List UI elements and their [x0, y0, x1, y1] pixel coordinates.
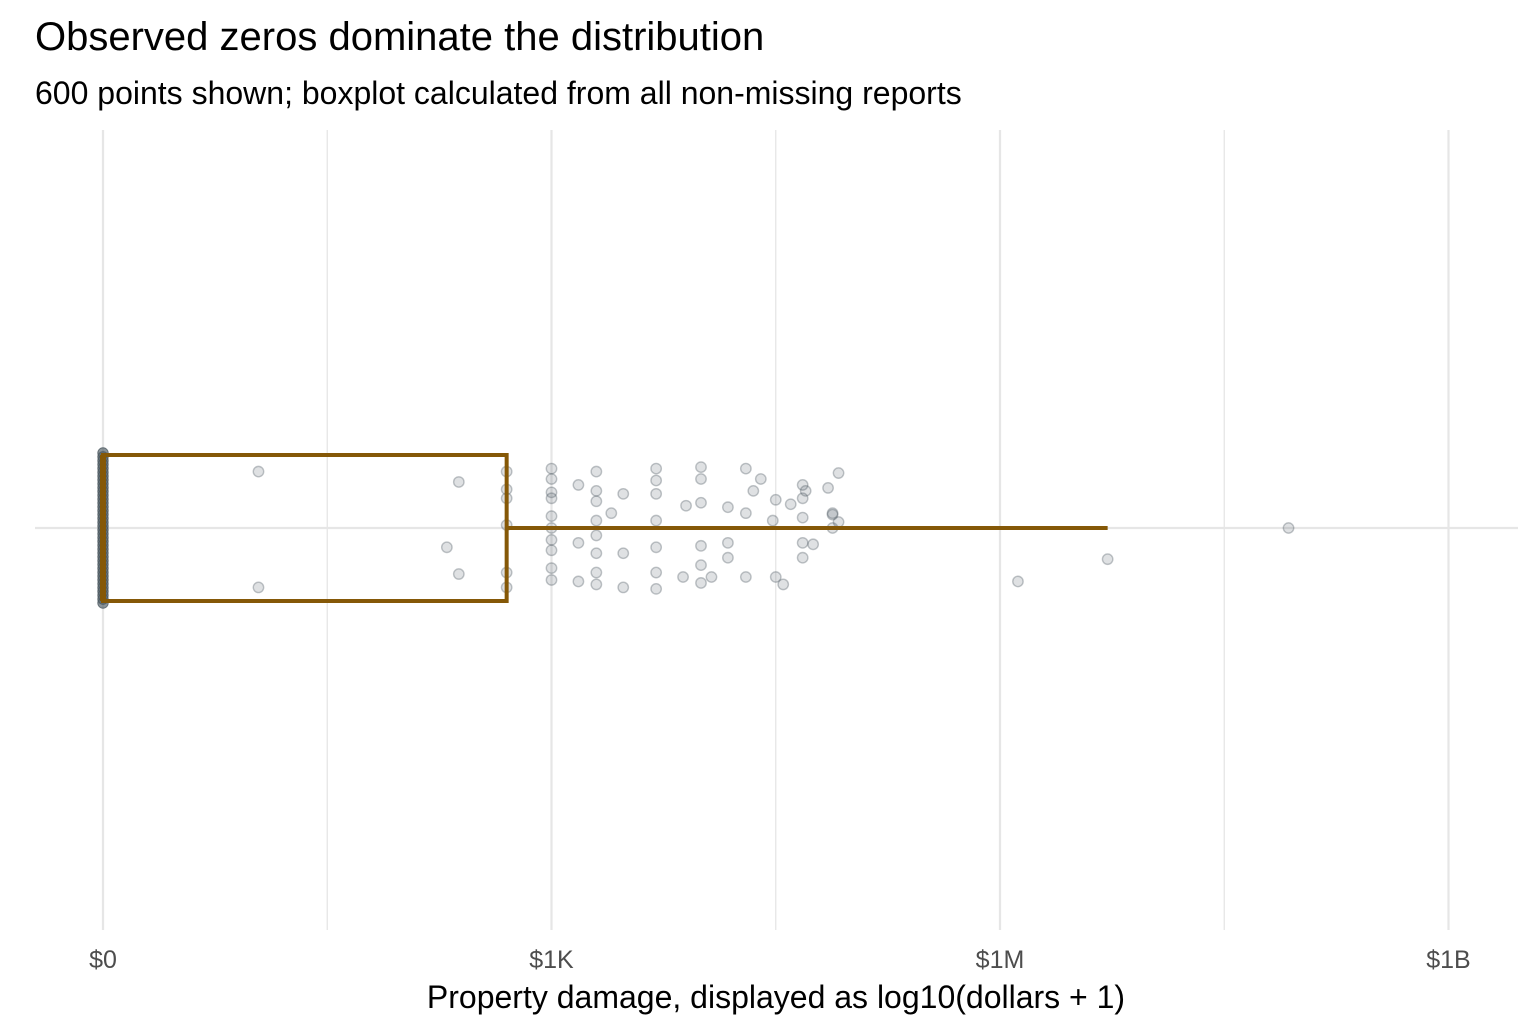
data-point: [252, 465, 265, 478]
data-point: [1101, 553, 1114, 566]
data-point: [747, 484, 760, 497]
data-point: [807, 538, 820, 551]
data-point: [796, 551, 809, 564]
data-point: [826, 508, 839, 521]
data-point: [695, 496, 707, 509]
data-point: [769, 493, 782, 506]
data-point: [722, 551, 734, 564]
data-point: [545, 562, 558, 574]
x-axis-label: Property damage, displayed as log10(doll…: [427, 979, 1125, 1015]
data-point: [590, 514, 603, 527]
data-point: [650, 566, 663, 579]
data-point: [739, 462, 752, 475]
data-point: [590, 529, 603, 542]
data-point: [1282, 522, 1295, 534]
data-point: [617, 581, 630, 594]
data-point: [590, 566, 603, 579]
data-point: [777, 578, 790, 591]
data-point: [650, 582, 663, 595]
x-axis-ticks: $0 $1K $1M $1B: [89, 946, 1471, 974]
data-point: [590, 484, 603, 497]
x-tick-label: $1K: [529, 946, 574, 974]
boxplot: [100, 453, 1108, 603]
data-point: [695, 461, 707, 474]
data-point: [590, 578, 603, 591]
data-point: [695, 539, 707, 552]
data-point: [796, 511, 809, 524]
data-point: [705, 571, 718, 583]
data-point: [545, 533, 558, 546]
data-point: [826, 507, 839, 520]
data-point: [650, 474, 663, 487]
data-point: [545, 544, 558, 557]
data-point: [545, 492, 558, 505]
data-point: [784, 498, 797, 511]
data-point: [796, 479, 809, 491]
data-point: [1012, 575, 1024, 588]
data-point: [650, 514, 663, 527]
data-point: [722, 501, 734, 514]
data-point: [545, 473, 558, 485]
x-tick-label: $1B: [1426, 946, 1470, 974]
chart-title: Observed zeros dominate the distribution: [35, 15, 764, 59]
data-point: [590, 547, 603, 560]
data-point: [545, 510, 558, 523]
data-point: [605, 507, 618, 520]
data-point: [650, 487, 663, 500]
data-point: [677, 571, 689, 583]
data-point: [650, 462, 663, 475]
data-point: [832, 467, 845, 479]
data-point: [545, 486, 558, 499]
data-point: [440, 541, 453, 554]
data-point: [452, 476, 465, 488]
data-point: [739, 571, 752, 583]
data-point: [572, 536, 585, 549]
x-tick-label: $1M: [976, 946, 1025, 974]
data-point: [766, 514, 779, 527]
data-point: [617, 487, 630, 500]
data-point: [572, 575, 585, 588]
data-point: [739, 507, 752, 520]
data-point: [769, 571, 782, 583]
data-point: [680, 499, 692, 512]
data-point: [822, 482, 834, 494]
data-point: [252, 581, 265, 594]
data-point: [799, 484, 812, 497]
data-point: [545, 462, 558, 475]
data-point: [695, 473, 707, 485]
chart-subtitle: 600 points shown; boxplot calculated fro…: [35, 75, 962, 111]
data-point: [722, 536, 734, 549]
data-point: [832, 516, 845, 528]
data-point: [590, 465, 603, 478]
x-tick-label: $0: [89, 946, 117, 974]
data-point: [617, 547, 630, 560]
data-point: [754, 473, 767, 485]
data-point: [452, 568, 465, 580]
data-point: [796, 536, 809, 549]
data-point: [650, 541, 663, 554]
data-point: [545, 574, 558, 586]
data-point: [796, 492, 809, 505]
data-point: [695, 559, 707, 572]
data-point: [590, 495, 603, 508]
data-point: [572, 479, 585, 491]
data-point: [695, 577, 707, 589]
